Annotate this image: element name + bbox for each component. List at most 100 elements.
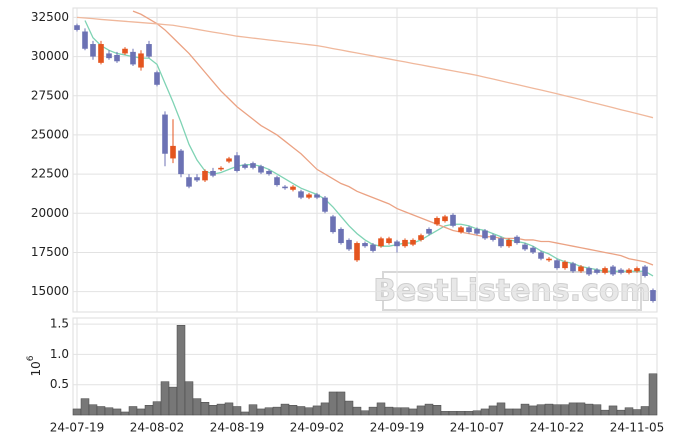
volume-bar [128, 406, 138, 416]
candle-body [618, 269, 624, 273]
candle-body [210, 170, 216, 176]
candle-body [186, 177, 192, 187]
volume-bar [288, 405, 298, 416]
volume-bar [160, 381, 170, 416]
y-tick-label: 20000 [31, 206, 69, 220]
candle-body [626, 269, 632, 273]
candle-body [266, 170, 272, 175]
candle-body [234, 155, 240, 171]
candle-body [402, 239, 408, 247]
volume-bar [616, 409, 626, 416]
volume-bar [544, 403, 554, 416]
volume-bar [536, 404, 546, 416]
moving-average-line [76, 16, 654, 119]
candle-body [386, 238, 392, 244]
x-tick-label: 24-09-19 [370, 421, 424, 435]
candle-body [138, 53, 144, 68]
candle-body [306, 194, 312, 198]
candle-body [642, 266, 648, 276]
watermark-box [382, 271, 642, 311]
candle-body [450, 214, 456, 226]
candle-body [482, 230, 488, 239]
candle-body [458, 227, 464, 233]
y-tick-label: 22500 [31, 167, 69, 181]
candle-body [378, 238, 384, 247]
candle-body [370, 244, 376, 251]
volume-bar [184, 381, 194, 416]
volume-bar [272, 406, 282, 416]
candle-body [562, 261, 568, 269]
volume-bar [424, 403, 434, 416]
x-tick-label: 24-08-19 [210, 421, 264, 435]
candle-body [122, 48, 128, 54]
candle-body [602, 268, 608, 273]
volume-bar [72, 408, 82, 416]
candle-body [362, 243, 368, 247]
y-tick-label: 1.0 [50, 347, 69, 361]
volume-bar [96, 406, 106, 416]
volume-bar [432, 405, 442, 416]
candle-body [354, 243, 360, 261]
candle-body [170, 145, 176, 159]
candle-body [594, 269, 600, 273]
candle-body [74, 25, 80, 30]
volume-bar [368, 406, 378, 416]
candle-body [442, 216, 448, 222]
y-tick-label: 0.5 [50, 377, 69, 391]
volume-bar [216, 403, 226, 416]
candle-body [298, 191, 304, 198]
candle-body [130, 51, 136, 65]
candle-body [282, 186, 288, 189]
volume-bar [632, 409, 642, 416]
candle-body [218, 167, 224, 170]
volume-bar [320, 402, 330, 416]
candle-body [434, 217, 440, 225]
volume-bar [608, 405, 618, 416]
candle-body [650, 290, 656, 302]
volume-bar [344, 400, 354, 416]
volume-bar [472, 410, 482, 416]
candle-body [410, 239, 416, 245]
volume-bar [112, 408, 122, 416]
candle-body [330, 216, 336, 233]
candle-body [314, 194, 320, 198]
volume-bar [304, 407, 314, 416]
candle-body [490, 235, 496, 240]
volume-bar [208, 405, 218, 416]
x-tick-label: 24-07-19 [50, 421, 104, 435]
volume-bar [520, 403, 530, 416]
candle-body [570, 263, 576, 272]
volume-bar [200, 402, 210, 416]
volume-bar [312, 405, 322, 416]
candle-body [546, 258, 552, 261]
volume-bar [560, 404, 570, 416]
volume-bar [240, 411, 250, 416]
candle-body [522, 244, 528, 250]
candle-body [474, 228, 480, 234]
volume-bar [600, 409, 610, 416]
x-tick-label: 24-08-02 [130, 421, 184, 435]
candle-body [90, 44, 96, 57]
volume-bar [120, 411, 130, 416]
volume-bar [640, 406, 650, 416]
volume-plot [72, 317, 658, 416]
volume-bar [648, 373, 658, 416]
volume-bar [80, 398, 90, 416]
candle-body [418, 235, 424, 240]
volume-bar [232, 406, 242, 416]
candle-body [586, 268, 592, 275]
volume-bar [464, 411, 474, 416]
candle-body [146, 44, 152, 57]
volume-bar [496, 402, 506, 416]
volume-bar [400, 407, 410, 416]
candle-body [426, 228, 432, 234]
y-tick-label: 30000 [31, 49, 69, 63]
volume-bar [408, 408, 418, 416]
candle-body [346, 239, 352, 250]
volume-bar [448, 411, 458, 416]
x-tick-label: 24-09-02 [290, 421, 344, 435]
volume-bar [296, 406, 306, 416]
volume-bar [224, 402, 234, 416]
candle-body [394, 241, 400, 247]
